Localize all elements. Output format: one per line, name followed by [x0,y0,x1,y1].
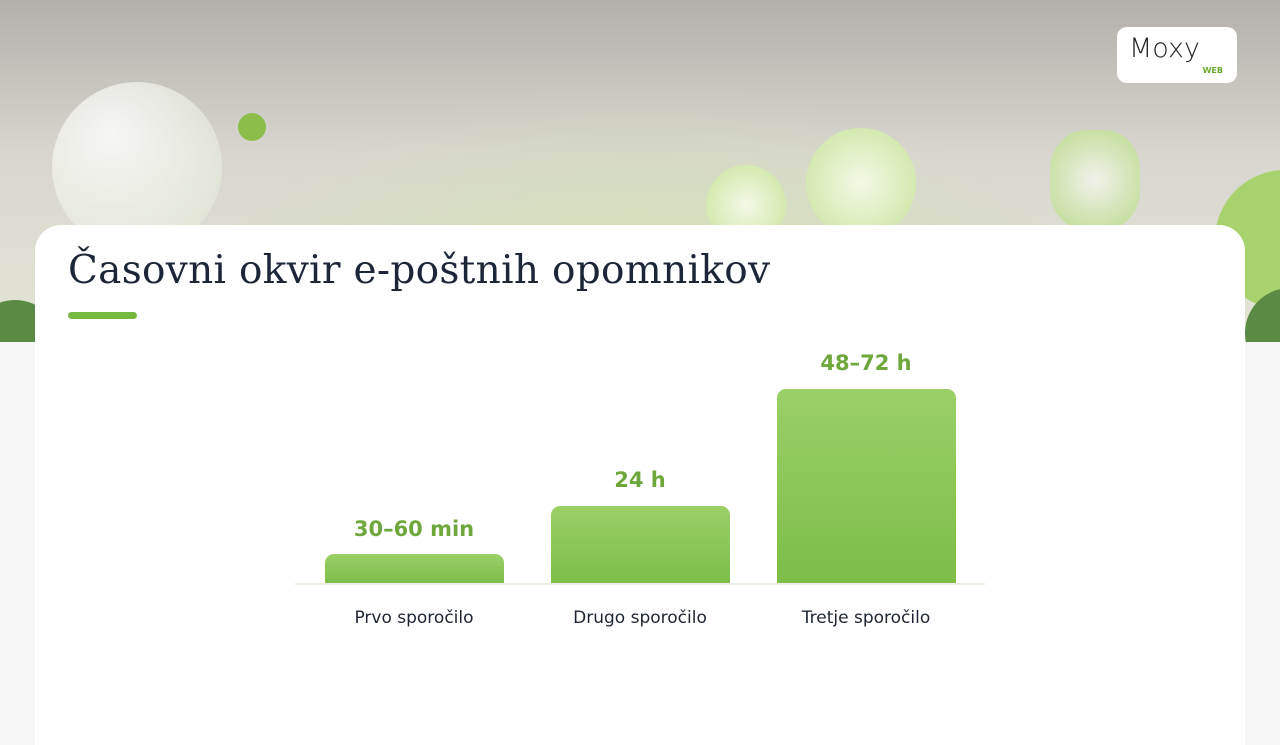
logo-tag: WEB [1202,66,1223,75]
title-underline [68,312,137,319]
bubble [52,82,222,252]
content-card [35,225,1245,745]
bar [777,389,956,583]
bar-label: 30–60 min [353,517,475,541]
logo-name: Moxy [1129,33,1200,64]
bar [551,506,730,583]
page: Moxy WEB Časovni okvir e-poštnih opomnik… [0,0,1280,628]
bar-label: 48–72 h [820,351,912,375]
sphere [238,113,266,141]
hourglass [1050,130,1140,230]
title: Časovni okvir e-poštnih opomnikov [68,248,771,293]
logo: Moxy WEB [1117,27,1237,83]
category-label: Tretje sporočilo [801,608,931,628]
baseline [295,583,985,585]
bubble [806,128,916,238]
bar [325,554,504,583]
category-label: Drugo sporočilo [573,608,707,628]
bar-label: 24 h [614,468,666,492]
category-label: Prvo sporočilo [354,608,474,628]
